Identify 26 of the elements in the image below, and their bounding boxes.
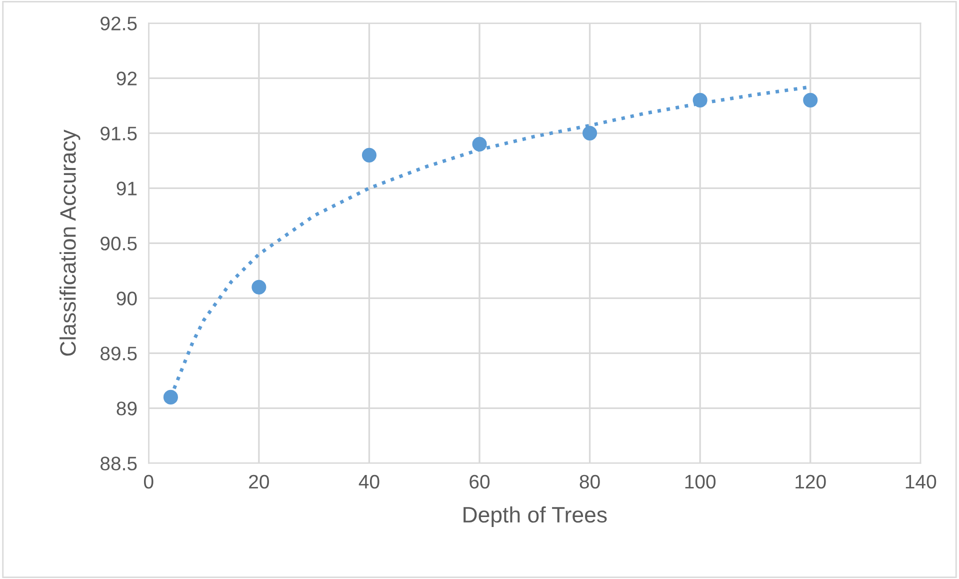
point [582, 126, 598, 140]
y-tick-label: 90.5 [100, 236, 137, 250]
x-tick-label: 80 [580, 474, 600, 489]
y-tick-label: 91 [116, 182, 137, 196]
x-tick-label: 60 [470, 474, 490, 489]
x-tick-label: 100 [685, 474, 716, 489]
y-axis-title: Classification Accuracy [60, 130, 80, 356]
point [692, 92, 708, 108]
x-tick-label: 20 [249, 474, 269, 489]
x-tick-label: 140 [906, 474, 936, 489]
y-tick-label: 90 [116, 292, 137, 306]
y-tick-label: 91.5 [100, 126, 137, 140]
x-tick-label: 0 [144, 474, 154, 489]
point [252, 280, 266, 294]
point [803, 92, 818, 108]
y-tick-label: 89.5 [100, 346, 137, 360]
point [362, 148, 376, 162]
x-axis-title: Depth of Trees [464, 506, 607, 528]
y-tick-label: 92 [116, 72, 137, 86]
x-tick-label: 120 [796, 474, 826, 489]
y-tick-label: 89 [116, 402, 137, 416]
point [163, 390, 178, 404]
y-tick-label: 92.5 [100, 16, 137, 30]
y-tick-label: 88.5 [100, 456, 137, 470]
point [472, 136, 487, 152]
x-tick-label: 40 [358, 474, 380, 489]
